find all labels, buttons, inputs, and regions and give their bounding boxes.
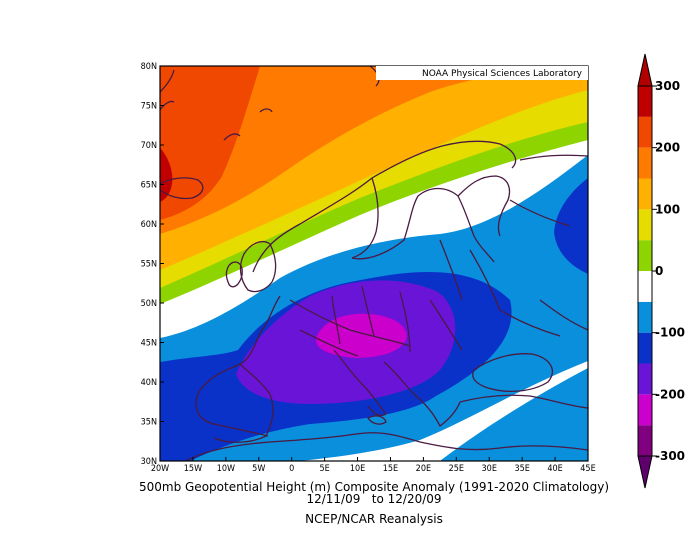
lon-tick-label: 15W	[184, 464, 202, 474]
eastern-europe-borders	[439, 199, 588, 337]
balkans	[383, 361, 461, 427]
iberia	[213, 363, 274, 443]
colorbar-band	[638, 240, 652, 271]
map-source: NCEP/NCAR Reanalysis	[305, 512, 443, 526]
lat-tick-label: 35N	[141, 418, 157, 428]
colorbar-tick-label: 300	[655, 79, 680, 93]
anomaly-band-neg100-neg150-east	[554, 178, 588, 274]
colorbar-band	[638, 147, 652, 179]
colorbar-band	[638, 301, 652, 333]
colorbar-band	[638, 425, 652, 456]
baltic-coast	[351, 187, 495, 263]
colorbar-tick-label: 200	[655, 141, 680, 155]
sicily	[367, 415, 387, 425]
colorbar-tick-label: 100	[655, 202, 680, 216]
colorbar-band	[638, 271, 652, 302]
greenland-coast	[160, 69, 175, 111]
barents-coast	[519, 154, 588, 161]
longitude-ticks: 20W 15W 10W 5W 0 5E 10E 15E 20E 25E 30E 35E 40E 45E	[151, 457, 596, 474]
iceland	[160, 177, 204, 200]
colorbar-band	[638, 394, 652, 426]
colorbar-band	[638, 116, 652, 148]
coastlines-and-borders	[160, 66, 588, 461]
italy	[333, 349, 387, 417]
colorbar-tick-label: -200	[655, 387, 685, 401]
anomaly-band-200-250	[160, 66, 560, 234]
colorbar-tick-label: 0	[655, 264, 663, 278]
colorbar-tick-label: -300	[655, 449, 685, 463]
north-africa	[185, 432, 588, 461]
lat-tick-label: 30N	[141, 457, 157, 467]
colorbar-band	[638, 178, 652, 210]
lon-tick-label: 5W	[252, 464, 265, 474]
lon-tick-label: 10E	[350, 464, 365, 474]
colorbar-over-arrow	[637, 53, 653, 87]
lat-tick-label: 45N	[141, 339, 157, 349]
credit-box	[376, 66, 588, 80]
lon-tick-label: 20E	[416, 464, 431, 474]
anomaly-band-300-350	[160, 148, 173, 202]
anomaly-band-250-300	[160, 66, 260, 220]
lon-tick-label: 45E	[580, 464, 595, 474]
map-plot-area	[160, 66, 588, 461]
colorbar-tick-label: -100	[655, 326, 685, 340]
map-title: 500mb Geopotential Height (m) Composite …	[139, 480, 609, 494]
lon-tick-label: 5E	[319, 464, 329, 474]
colorbar-band	[638, 86, 652, 117]
colorbar-band	[638, 363, 652, 395]
colorbar-under-arrow	[637, 455, 653, 489]
lon-tick-label: 0	[289, 464, 294, 474]
credit-text: NOAA Physical Sciences Laboratory	[422, 69, 583, 79]
finland-russia-border	[457, 175, 511, 237]
lat-tick-label: 60N	[141, 220, 157, 230]
norway-sweden-border	[351, 177, 379, 259]
lon-tick-label: 40E	[547, 464, 562, 474]
colorbar-bands	[638, 86, 652, 456]
lon-tick-label: 10W	[217, 464, 235, 474]
scandinavia-coast	[252, 140, 517, 273]
turkey	[459, 394, 588, 409]
lon-tick-label: 20W	[151, 464, 169, 474]
arctic-islands	[223, 108, 273, 141]
lat-tick-label: 75N	[141, 102, 157, 112]
lon-tick-label: 25E	[449, 464, 464, 474]
lat-tick-label: 40N	[141, 378, 157, 388]
latitude-ticks: 30N 35N 40N 45N 50N 55N 60N 65N 70N 75N 80N	[141, 62, 164, 467]
colorbar-labels: 300 200 100 0 -100 -200 -300	[652, 79, 685, 463]
lat-tick-label: 50N	[141, 299, 157, 309]
black-sea	[472, 353, 553, 393]
lon-tick-label: 35E	[514, 464, 529, 474]
lat-tick-label: 70N	[141, 141, 157, 151]
lat-tick-label: 65N	[141, 181, 157, 191]
lon-tick-label: 30E	[482, 464, 497, 474]
lat-tick-label: 55N	[141, 260, 157, 270]
central-europe-borders	[289, 285, 463, 357]
lat-tick-label: 80N	[141, 62, 157, 72]
western-europe-coast	[195, 295, 281, 437]
colorbar: 300 200 100 0 -100 -200 -300	[637, 53, 685, 489]
map-date-range: 12/11/09 to 12/20/09	[306, 492, 441, 506]
colorbar-band	[638, 332, 652, 364]
colorbar-band	[638, 209, 652, 241]
lon-tick-label: 15E	[383, 464, 398, 474]
ireland	[225, 261, 243, 288]
